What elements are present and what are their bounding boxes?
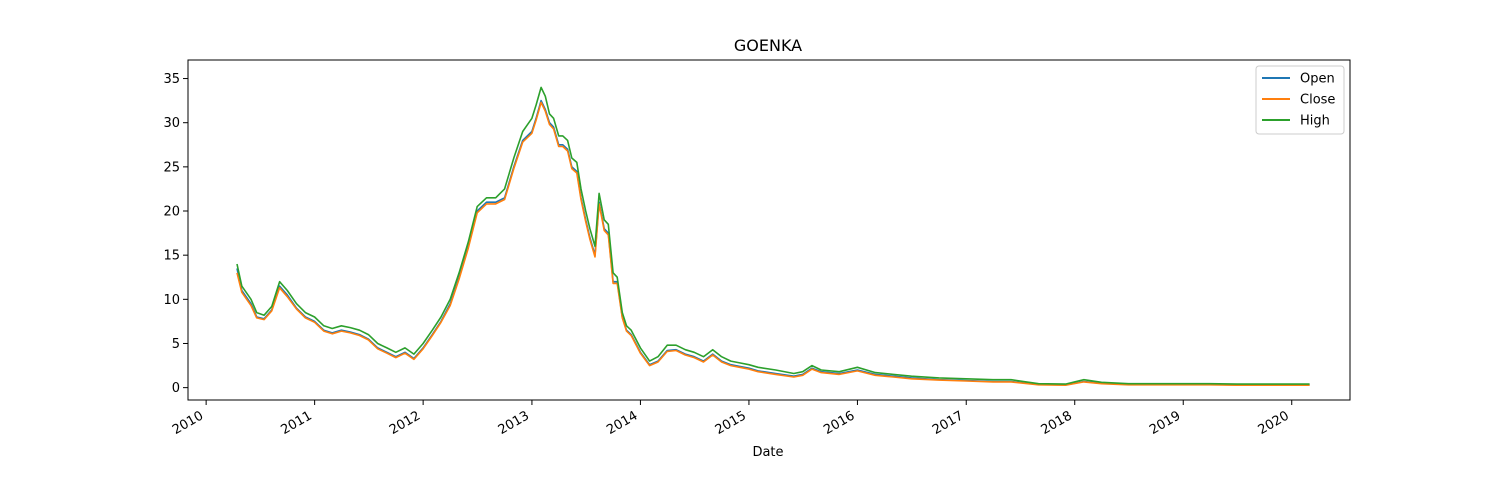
x-tick-label: 2010 (170, 408, 206, 438)
x-tick-label: 2019 (1147, 408, 1183, 438)
y-tick-label: 35 (163, 72, 180, 87)
y-tick-label: 15 (163, 249, 180, 264)
x-tick-label: 2016 (821, 408, 857, 438)
x-tick-label: 2018 (1039, 408, 1075, 438)
x-tick-label: 2020 (1256, 408, 1292, 438)
y-tick-label: 20 (163, 205, 180, 220)
series-layer (236, 86, 1310, 387)
y-tick-label: 30 (163, 116, 180, 131)
x-tick-label: 2015 (713, 408, 749, 438)
series-line-high (236, 86, 1310, 385)
x-axis-label: Date (752, 445, 783, 460)
y-axis: 0 5 10 15 20 25 30 35 (163, 72, 188, 396)
x-tick-label: 2014 (604, 408, 640, 438)
legend-label-close: Close (1300, 93, 1335, 108)
legend-box (1255, 65, 1345, 135)
y-tick-label: 0 (172, 381, 180, 396)
plot-area (187, 59, 1351, 401)
y-tick-label: 5 (172, 337, 180, 352)
series-line-close (236, 101, 1310, 387)
legend: Open Close High (1255, 65, 1345, 135)
legend-label-high: High (1300, 114, 1330, 129)
series-line-open (236, 99, 1310, 386)
x-tick-label: 2017 (930, 408, 966, 438)
chart-title: GOENKA (734, 36, 802, 55)
legend-items: Open Close High (1262, 72, 1335, 129)
legend-label-open: Open (1300, 72, 1335, 87)
y-tick-label: 25 (163, 160, 180, 175)
x-axis: 2010 2011 2012 2013 2014 2015 2016 2017 2018 2019… (170, 400, 1293, 438)
y-tick-label: 10 (163, 293, 180, 308)
x-tick-label: 2011 (278, 408, 314, 438)
x-tick-label: 2012 (387, 408, 423, 438)
x-tick-label: 2013 (496, 408, 532, 438)
